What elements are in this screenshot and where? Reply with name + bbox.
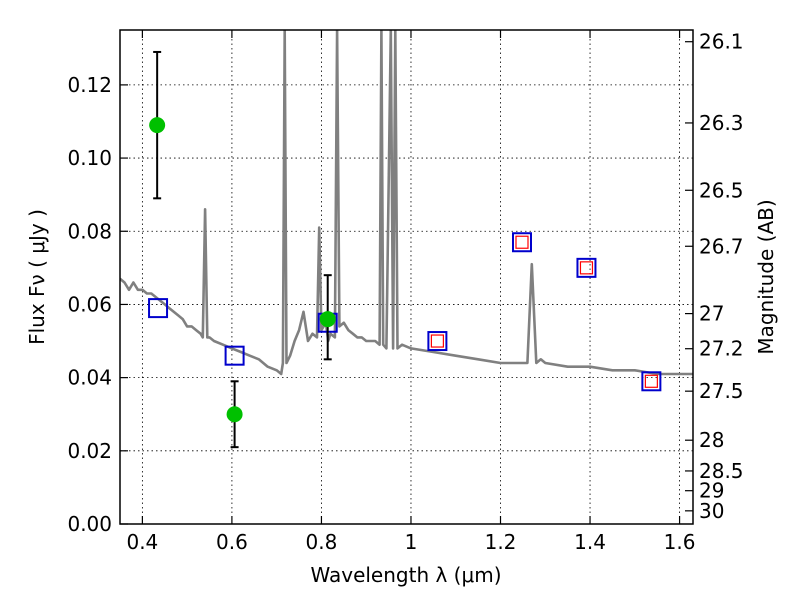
model-spectrum-line xyxy=(120,30,693,376)
spectrum-layer xyxy=(120,30,693,376)
photometry-small-square xyxy=(430,334,444,348)
plot-frame xyxy=(119,29,694,525)
x-tick-label: 0.6 xyxy=(216,530,248,554)
model-photometry-square xyxy=(427,331,448,352)
y-axis-label: Flux Fν ( μJy ) xyxy=(25,209,49,345)
x-tick-label: 1 xyxy=(405,530,418,554)
y-tick-label: 0.10 xyxy=(67,146,112,170)
model-photometry-square xyxy=(641,371,662,392)
grid-layer xyxy=(120,30,693,524)
y2-axis-label: Magnitude (AB) xyxy=(754,199,778,354)
y-tick-label: 0.12 xyxy=(67,73,112,97)
y2-tick-label: 28 xyxy=(699,428,724,452)
y2-tick-label: 26.1 xyxy=(699,30,744,54)
y2-tick-label: 27.2 xyxy=(699,337,744,361)
y-tick-label: 0.04 xyxy=(67,366,112,390)
model-photometry-square xyxy=(224,345,245,366)
y-tick-label: 0.00 xyxy=(67,512,112,536)
tick-layer: 0.4 0.6 0.8 1 1.2 1.4 1.6 0.00 0.02 0.04 0.06 0.08 0… xyxy=(67,30,743,554)
y-tick-label: 0.08 xyxy=(67,219,112,243)
y2-tick-label: 27.5 xyxy=(699,379,744,403)
observed-flux-point xyxy=(149,117,166,134)
model-photometry-square xyxy=(148,298,169,319)
y2-tick-label: 26.5 xyxy=(699,178,744,202)
observed-flux-point xyxy=(319,311,336,328)
y2-tick-label: 29 xyxy=(699,479,724,503)
x-axis-label: Wavelength λ (μm) xyxy=(310,563,501,587)
model-photometry-square xyxy=(576,257,597,278)
y2-tick-label: 28.5 xyxy=(699,459,744,483)
photometry-small-square xyxy=(579,261,594,275)
y2-tick-label: 26.7 xyxy=(699,234,744,258)
y2-tick-label: 27 xyxy=(699,302,724,326)
observed-flux-point xyxy=(226,406,243,423)
x-tick-label: 1.2 xyxy=(485,530,517,554)
y-tick-label: 0.06 xyxy=(67,292,112,316)
x-tick-label: 1.6 xyxy=(664,530,696,554)
x-tick-label: 0.8 xyxy=(306,530,338,554)
photometry-small-square xyxy=(644,374,658,388)
marker-layer xyxy=(148,50,662,449)
x-tick-label: 0.4 xyxy=(126,530,158,554)
x-tick-label: 1.4 xyxy=(574,530,606,554)
photometry-small-square xyxy=(515,235,529,249)
y2-tick-label: 30 xyxy=(699,499,724,523)
model-photometry-square xyxy=(511,232,532,253)
y2-tick-label: 26.3 xyxy=(699,111,744,135)
y-tick-label: 0.02 xyxy=(67,439,112,463)
